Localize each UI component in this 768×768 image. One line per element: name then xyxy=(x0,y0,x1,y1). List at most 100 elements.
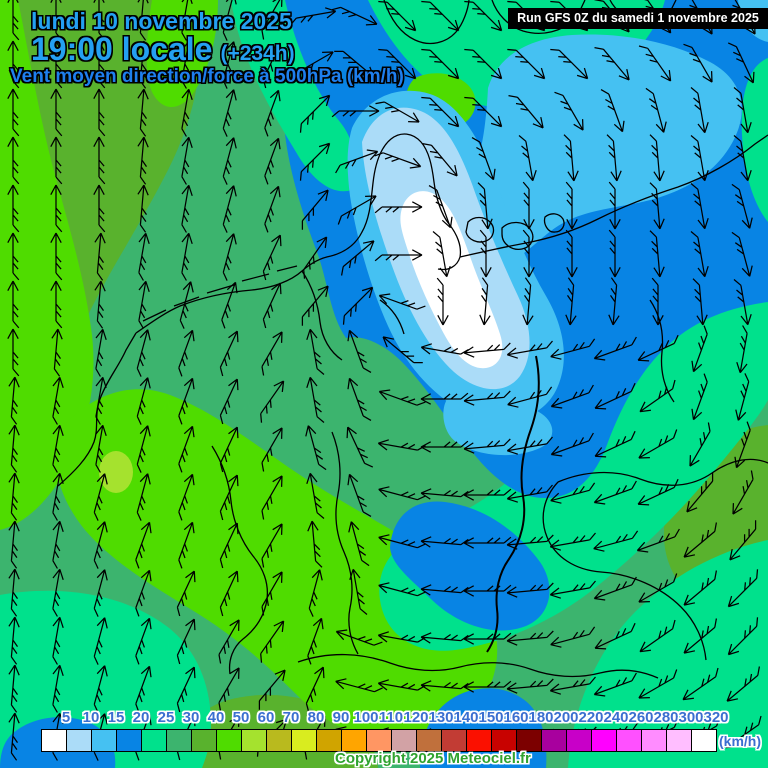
region-teal-bottomright xyxy=(568,540,768,768)
wind-arrow xyxy=(8,520,20,569)
wind-arrow xyxy=(420,392,469,405)
wind-arrow xyxy=(507,48,546,80)
wind-arrow xyxy=(464,48,503,80)
wind-arrow xyxy=(378,534,426,549)
wind-arrow xyxy=(301,189,329,230)
wind-arrow xyxy=(262,42,282,89)
wind-arrow xyxy=(649,182,665,230)
wind-arrow xyxy=(93,40,106,89)
wind-arrow xyxy=(258,669,286,710)
legend-cell xyxy=(667,730,692,751)
wind-arrow xyxy=(477,182,493,230)
wind-arrow xyxy=(374,201,423,214)
wind-arrow xyxy=(218,619,240,664)
wind-arrow xyxy=(176,666,196,713)
wind-arrow xyxy=(638,45,672,82)
region-teal-right-strip xyxy=(741,58,768,222)
wind-arrow xyxy=(463,342,511,358)
wind-arrow xyxy=(8,376,20,425)
legend-tick-label: 260 xyxy=(628,709,654,726)
wind-arrow xyxy=(733,135,752,182)
legend-cell xyxy=(642,730,667,751)
wind-arrow xyxy=(261,331,283,376)
wind-arrow xyxy=(420,440,469,453)
wind-arrow xyxy=(649,134,665,182)
wind-arrow xyxy=(181,232,193,281)
wind-arrow xyxy=(299,94,331,133)
wind-arrow xyxy=(600,89,625,133)
legend-cell xyxy=(117,730,142,751)
wind-arrow xyxy=(550,432,594,457)
wind-arrow xyxy=(727,617,759,656)
legend-cell xyxy=(217,730,242,751)
wind-arrow xyxy=(179,281,194,329)
forecast-offset: (+234h) xyxy=(220,42,295,65)
wind-arrow xyxy=(176,570,196,617)
wind-arrow xyxy=(463,390,511,406)
wind-arrow xyxy=(95,424,107,473)
legend-tick-label: 110 xyxy=(378,709,404,726)
wind-arrow xyxy=(262,282,282,329)
wind-arrow xyxy=(222,0,237,41)
legend-tick-label: 140 xyxy=(453,709,479,726)
map-subtitle: Vent moyen direction/force à 500hPa (km/… xyxy=(10,66,404,87)
copyright-text: Copyright 2025 Meteociel.fr xyxy=(335,750,531,767)
region-bright-swath xyxy=(55,389,498,741)
wind-arrow xyxy=(221,281,238,329)
wind-arrow xyxy=(691,325,708,373)
wind-arrow xyxy=(506,630,554,646)
legend-cell xyxy=(67,730,92,751)
legend-tick-label: 60 xyxy=(257,709,275,726)
wind-arrow xyxy=(305,425,327,471)
legend-cell xyxy=(267,730,292,751)
wind-arrow xyxy=(732,470,754,515)
wind-arrow xyxy=(683,43,713,83)
legend-tick-label: 40 xyxy=(207,709,225,726)
legend-tick-label: 20 xyxy=(132,709,150,726)
legend-tick-label: 30 xyxy=(182,709,200,726)
wind-arrow xyxy=(734,421,751,469)
wind-arrow xyxy=(374,249,423,262)
wind-arrow xyxy=(50,40,63,89)
wind-arrow xyxy=(692,278,708,326)
wind-arrow xyxy=(8,568,20,617)
wind-arrow xyxy=(181,0,193,41)
wind-arrow xyxy=(683,618,718,654)
legend-cell xyxy=(317,730,342,751)
wind-arrow xyxy=(606,134,622,182)
wind-arrow xyxy=(522,181,535,230)
wind-arrow xyxy=(50,184,63,233)
date-title: lundi 10 novembre 2025 xyxy=(31,8,292,34)
wind-arrow xyxy=(93,473,108,521)
wind-arrow xyxy=(7,40,20,89)
region-calm-core xyxy=(400,191,503,369)
wind-arrow xyxy=(565,229,578,278)
legend-tick-label: 160 xyxy=(503,709,529,726)
wind-arrow xyxy=(549,532,596,551)
wind-arrow xyxy=(691,373,708,421)
wind-arrow xyxy=(725,715,762,749)
wind-arrow xyxy=(138,280,150,329)
wind-arrow xyxy=(378,293,426,310)
wind-arrow xyxy=(335,678,383,693)
wind-arrow xyxy=(135,665,152,713)
wind-arrow xyxy=(637,334,679,362)
region-bright-top-band xyxy=(146,0,218,107)
wind-arrow xyxy=(7,0,20,41)
legend-tick-label: 150 xyxy=(478,709,504,726)
legend-cell xyxy=(242,730,267,751)
wind-arrow xyxy=(8,616,20,665)
wind-arrow xyxy=(306,472,325,519)
wind-arrow xyxy=(262,234,282,281)
legend-tick-label: 70 xyxy=(282,709,300,726)
wind-arrow xyxy=(593,576,637,601)
wind-arrow xyxy=(518,135,537,182)
wind-arrow xyxy=(264,89,281,137)
wind-arrow xyxy=(52,568,64,617)
wind-arrow xyxy=(178,521,195,569)
wind-arrow xyxy=(135,569,152,617)
wind-arrow xyxy=(686,472,714,513)
wind-arrow xyxy=(181,40,193,89)
legend-tick-label: 10 xyxy=(82,709,100,726)
wind-arrow xyxy=(50,280,63,329)
